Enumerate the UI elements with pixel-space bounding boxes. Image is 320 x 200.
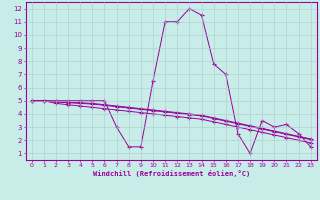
X-axis label: Windchill (Refroidissement éolien,°C): Windchill (Refroidissement éolien,°C) bbox=[92, 170, 250, 177]
